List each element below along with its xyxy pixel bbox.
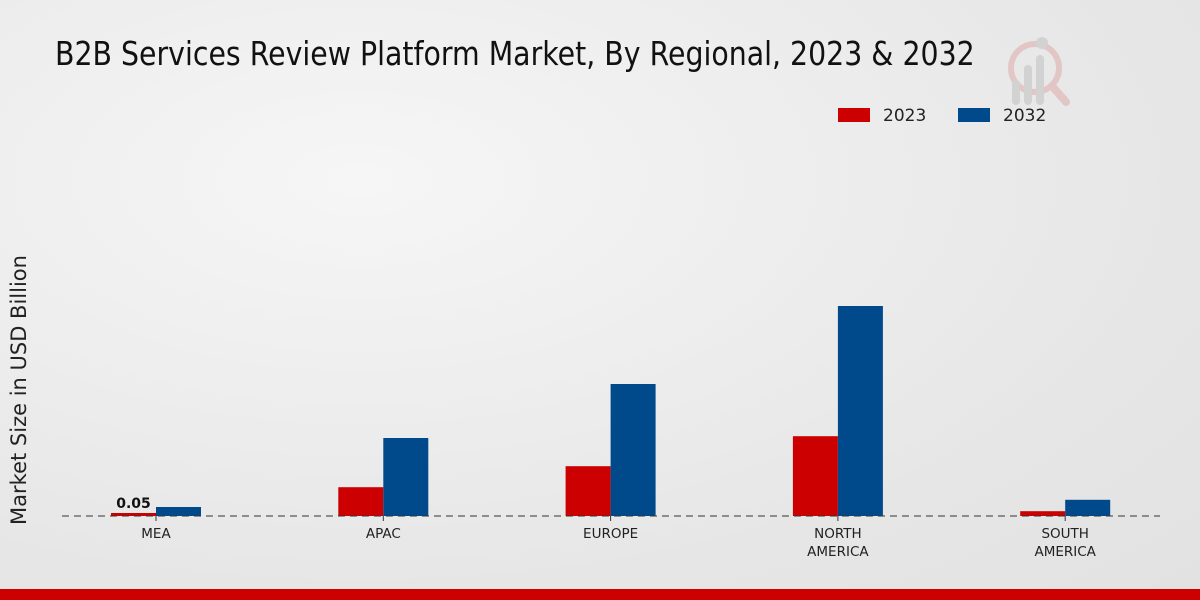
x-tick-label: AMERICA: [807, 544, 869, 560]
bar-2023-mea: [111, 513, 156, 516]
legend-swatch-2032: [958, 108, 990, 122]
bar-2032-apac: [383, 438, 429, 516]
watermark-logo-icon: [1008, 37, 1070, 106]
bar-2032-mea: [156, 507, 201, 516]
x-tick-label: AMERICA: [1034, 544, 1096, 560]
legend-swatch-2023: [838, 108, 870, 122]
chart-title: B2B Services Review Platform Market, By …: [55, 34, 975, 73]
bar-2032-europe: [610, 384, 656, 516]
legend-label-2023: 2023: [883, 106, 926, 126]
bar-2023-apac: [338, 487, 384, 516]
footer-bar: [0, 589, 1200, 600]
legend: 2023 2032: [838, 106, 1046, 126]
x-tick-label: EUROPE: [583, 526, 638, 542]
bar-2032-south-america: [1065, 499, 1111, 516]
bar-2023-europe: [565, 466, 611, 516]
x-tick-label: NORTH: [814, 526, 862, 542]
bar-2023-south-america: [1020, 511, 1066, 516]
bar-2032-north-america: [837, 306, 883, 516]
data-label: 0.05: [116, 496, 151, 512]
x-tick-label: MEA: [141, 526, 171, 542]
x-tick-label: SOUTH: [1041, 526, 1088, 542]
x-tick-label: APAC: [366, 526, 401, 542]
y-axis-label: Market Size in USD Billion: [7, 255, 31, 525]
bar-2023-north-america: [792, 436, 838, 516]
legend-label-2032: 2032: [1003, 106, 1046, 126]
